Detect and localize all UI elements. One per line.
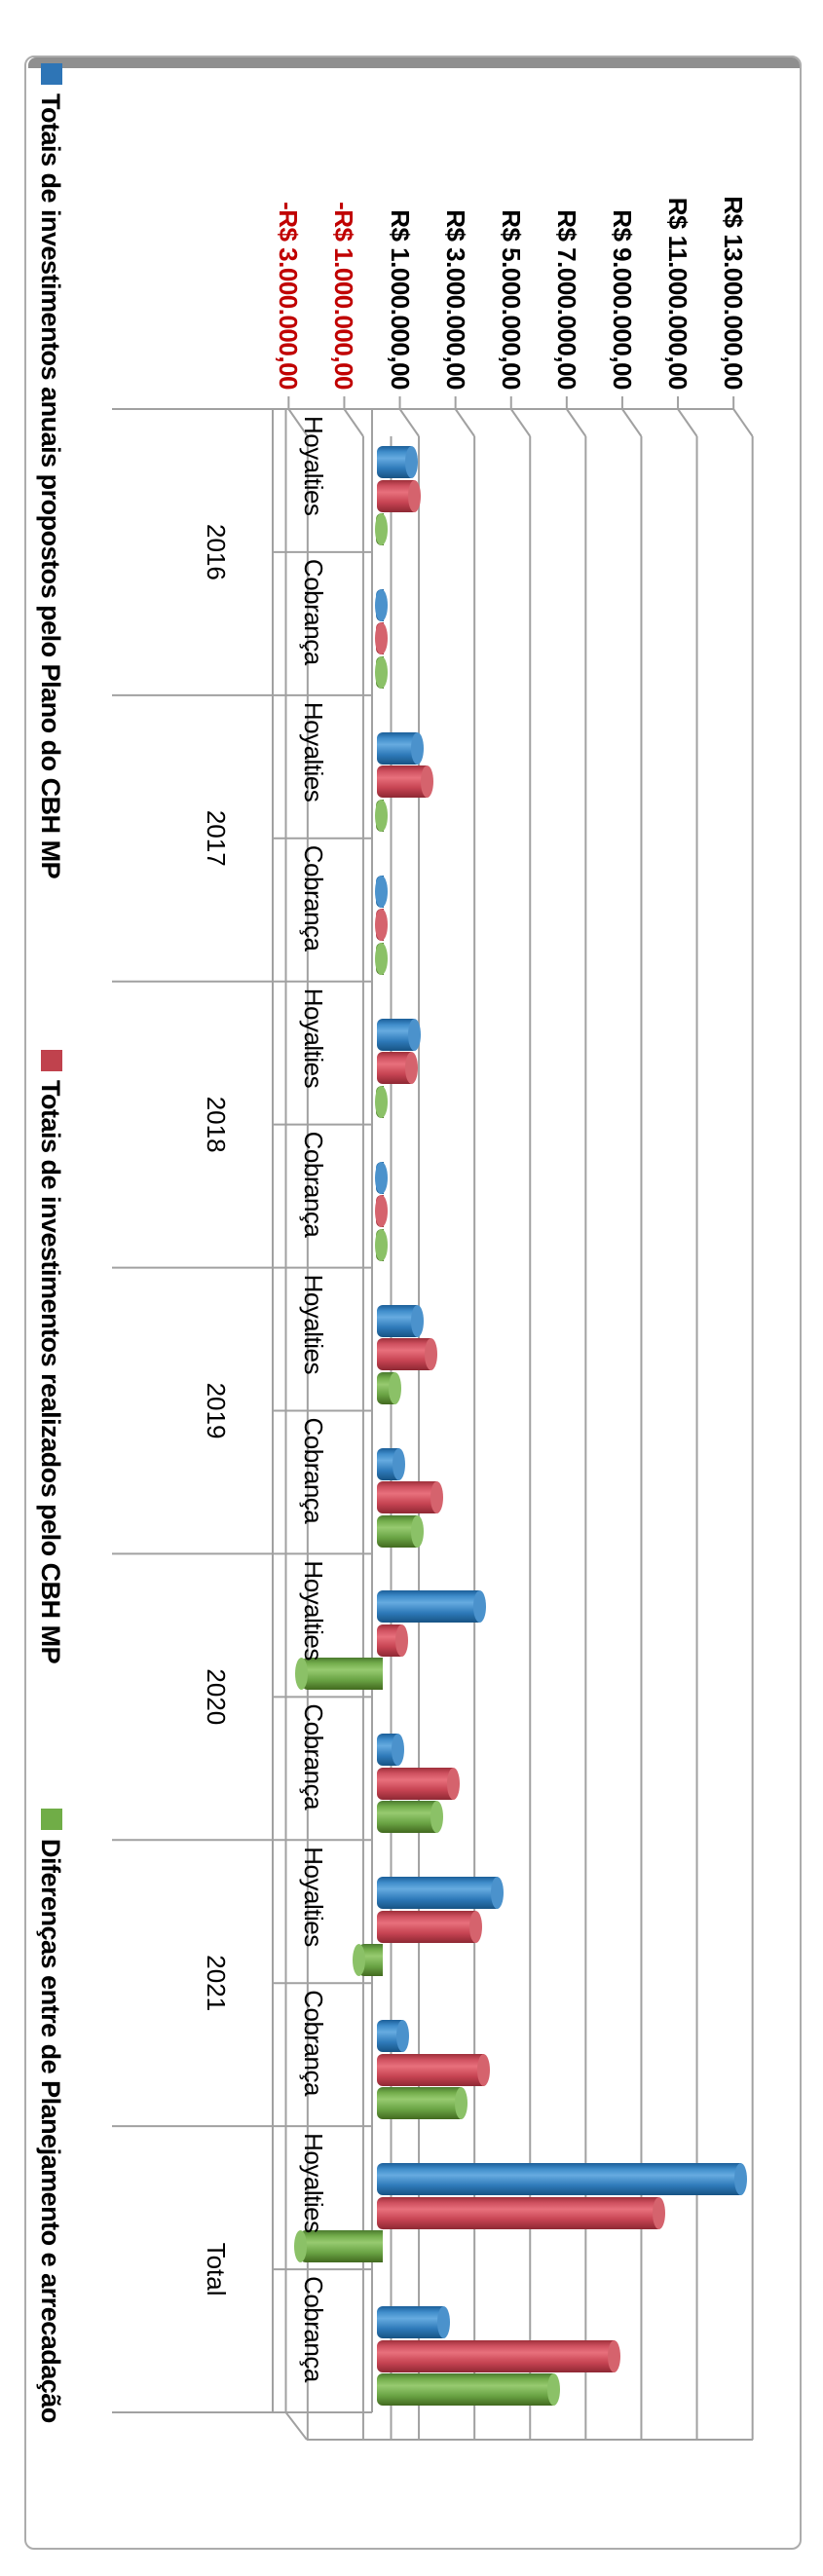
- bar-proposed-2021-hoyalties: [377, 1877, 498, 1910]
- bar-difference-total-hoyalties: [300, 2230, 383, 2263]
- year-label-2017: 2017: [202, 809, 231, 867]
- bar-realized-2019-hoyalties: [377, 1338, 431, 1371]
- bar-proposed-2019-cobrança-cap-icon: [393, 1447, 406, 1480]
- value-axis-label: -R$ 1.000.000,00: [329, 202, 359, 390]
- legend-label-proposed: Totais de investimentos anuais propostos…: [36, 93, 65, 879]
- category-label-hoyalties: Hoyalties: [299, 701, 328, 803]
- category-label-cobrança: Cobrança: [299, 844, 328, 952]
- category-label-cobrança: Cobrança: [299, 2276, 328, 2382]
- value-axis-label: R$ 13.000.000,00: [719, 196, 749, 390]
- bar-realized-2017-hoyalties-cap-icon: [420, 765, 433, 799]
- bar-realized-2021-cobrança-cap-icon: [477, 2053, 491, 2086]
- year-label-2018: 2018: [202, 1096, 231, 1153]
- bar-proposed-2019-hoyalties-cap-icon: [410, 1304, 424, 1337]
- category-label-hoyalties: Hoyalties: [299, 2133, 328, 2233]
- category-label-hoyalties: Hoyalties: [299, 1274, 328, 1374]
- category-label-hoyalties: Hoyalties: [299, 1847, 328, 1947]
- category-label-hoyalties: Hoyalties: [299, 1560, 328, 1661]
- category-label-cobrança: Cobrança: [299, 558, 328, 665]
- value-axis-label: R$ 3.000.000,00: [440, 209, 470, 390]
- bar-difference-2021-hoyalties-cap-icon: [352, 1944, 365, 1977]
- value-axis-label: R$ 5.000.000,00: [496, 209, 526, 390]
- bar-realized-2019-hoyalties-cap-icon: [424, 1338, 437, 1371]
- category-label-cobrança: Cobrança: [299, 1417, 328, 1524]
- bar-proposed-2020-hoyalties-cap-icon: [472, 1590, 486, 1624]
- year-label-total: Total: [202, 2242, 231, 2296]
- bar-realized-2019-cobrança: [377, 1481, 437, 1513]
- value-axis-label: R$ 1.000.000,00: [385, 209, 415, 390]
- value-axis-label: -R$ 3.000.000,00: [274, 202, 304, 390]
- legend-swatch-red-icon: [41, 1050, 62, 1071]
- category-label-cobrança: Cobrança: [299, 1131, 328, 1238]
- bar-proposed-total-cobrança-cap-icon: [436, 2306, 450, 2339]
- bar-realized-2016-hoyalties-cap-icon: [407, 479, 421, 512]
- legend-label-difference: Diferenças entre de Planejamento e arrec…: [36, 1839, 65, 2423]
- bar-realized-2020-cobrança: [377, 1767, 454, 1800]
- category-label-hoyalties: Hoyalties: [299, 416, 328, 516]
- bar-proposed-2020-cobrança-cap-icon: [391, 1734, 404, 1767]
- bar-realized-2021-cobrança: [377, 2053, 484, 2086]
- value-axis-label: R$ 11.000.000,00: [663, 197, 693, 390]
- bar-difference-2019-cobrança-cap-icon: [410, 1514, 424, 1548]
- bar-difference-2021-cobrança: [377, 2087, 462, 2120]
- bar-difference-total-hoyalties-cap-icon: [293, 2230, 307, 2263]
- bar-realized-2017-hoyalties: [377, 765, 428, 799]
- year-label-2016: 2016: [202, 524, 231, 580]
- value-axis-label: R$ 9.000.000,00: [607, 209, 637, 390]
- legend-label-realized: Totais de investimentos realizados pelo …: [36, 1080, 65, 1664]
- bar-difference-total-cobrança-cap-icon: [546, 2373, 560, 2407]
- bar-difference-2019-hoyalties-cap-icon: [388, 1371, 401, 1404]
- bar-difference-2020-cobrança: [377, 1801, 437, 1834]
- bar-difference-2020-cobrança-cap-icon: [430, 1801, 443, 1834]
- year-label-2020: 2020: [202, 1668, 231, 1726]
- bar-realized-total-cobrança: [377, 2339, 615, 2372]
- bar-proposed-2020-hoyalties: [377, 1590, 480, 1624]
- value-axis-label: R$ 7.000.000,00: [551, 209, 581, 390]
- year-label-2019: 2019: [202, 1382, 231, 1439]
- bar-realized-total-hoyalties: [377, 2196, 659, 2229]
- bar-realized-2020-hoyalties-cap-icon: [394, 1624, 408, 1657]
- bar-proposed-2017-hoyalties-cap-icon: [410, 731, 424, 765]
- bar-difference-total-cobrança: [377, 2373, 554, 2407]
- bar-difference-2020-hoyalties: [301, 1658, 383, 1691]
- bar-realized-2018-hoyalties-cap-icon: [404, 1052, 418, 1085]
- year-label-2021: 2021: [202, 1955, 231, 2012]
- bar-realized-2020-cobrança-cap-icon: [446, 1767, 460, 1800]
- category-label-cobrança: Cobrança: [299, 1703, 328, 1811]
- bar-realized-2021-hoyalties: [377, 1910, 476, 1943]
- bar-proposed-total-hoyalties: [377, 2163, 741, 2196]
- bar-realized-total-hoyalties-cap-icon: [653, 2196, 665, 2229]
- bar-proposed-total-cobrança: [377, 2306, 444, 2339]
- legend-swatch-green-icon: [41, 1809, 62, 1830]
- bar-realized-2019-cobrança-cap-icon: [430, 1481, 443, 1513]
- category-label-cobrança: Cobrança: [299, 1990, 328, 2096]
- category-label-hoyalties: Hoyalties: [299, 988, 328, 1089]
- bar-realized-2021-hoyalties-cap-icon: [468, 1910, 482, 1943]
- bar-proposed-2018-hoyalties-cap-icon: [407, 1018, 421, 1051]
- bar-proposed-2016-hoyalties-cap-icon: [404, 446, 418, 478]
- legend-swatch-blue-icon: [41, 63, 62, 85]
